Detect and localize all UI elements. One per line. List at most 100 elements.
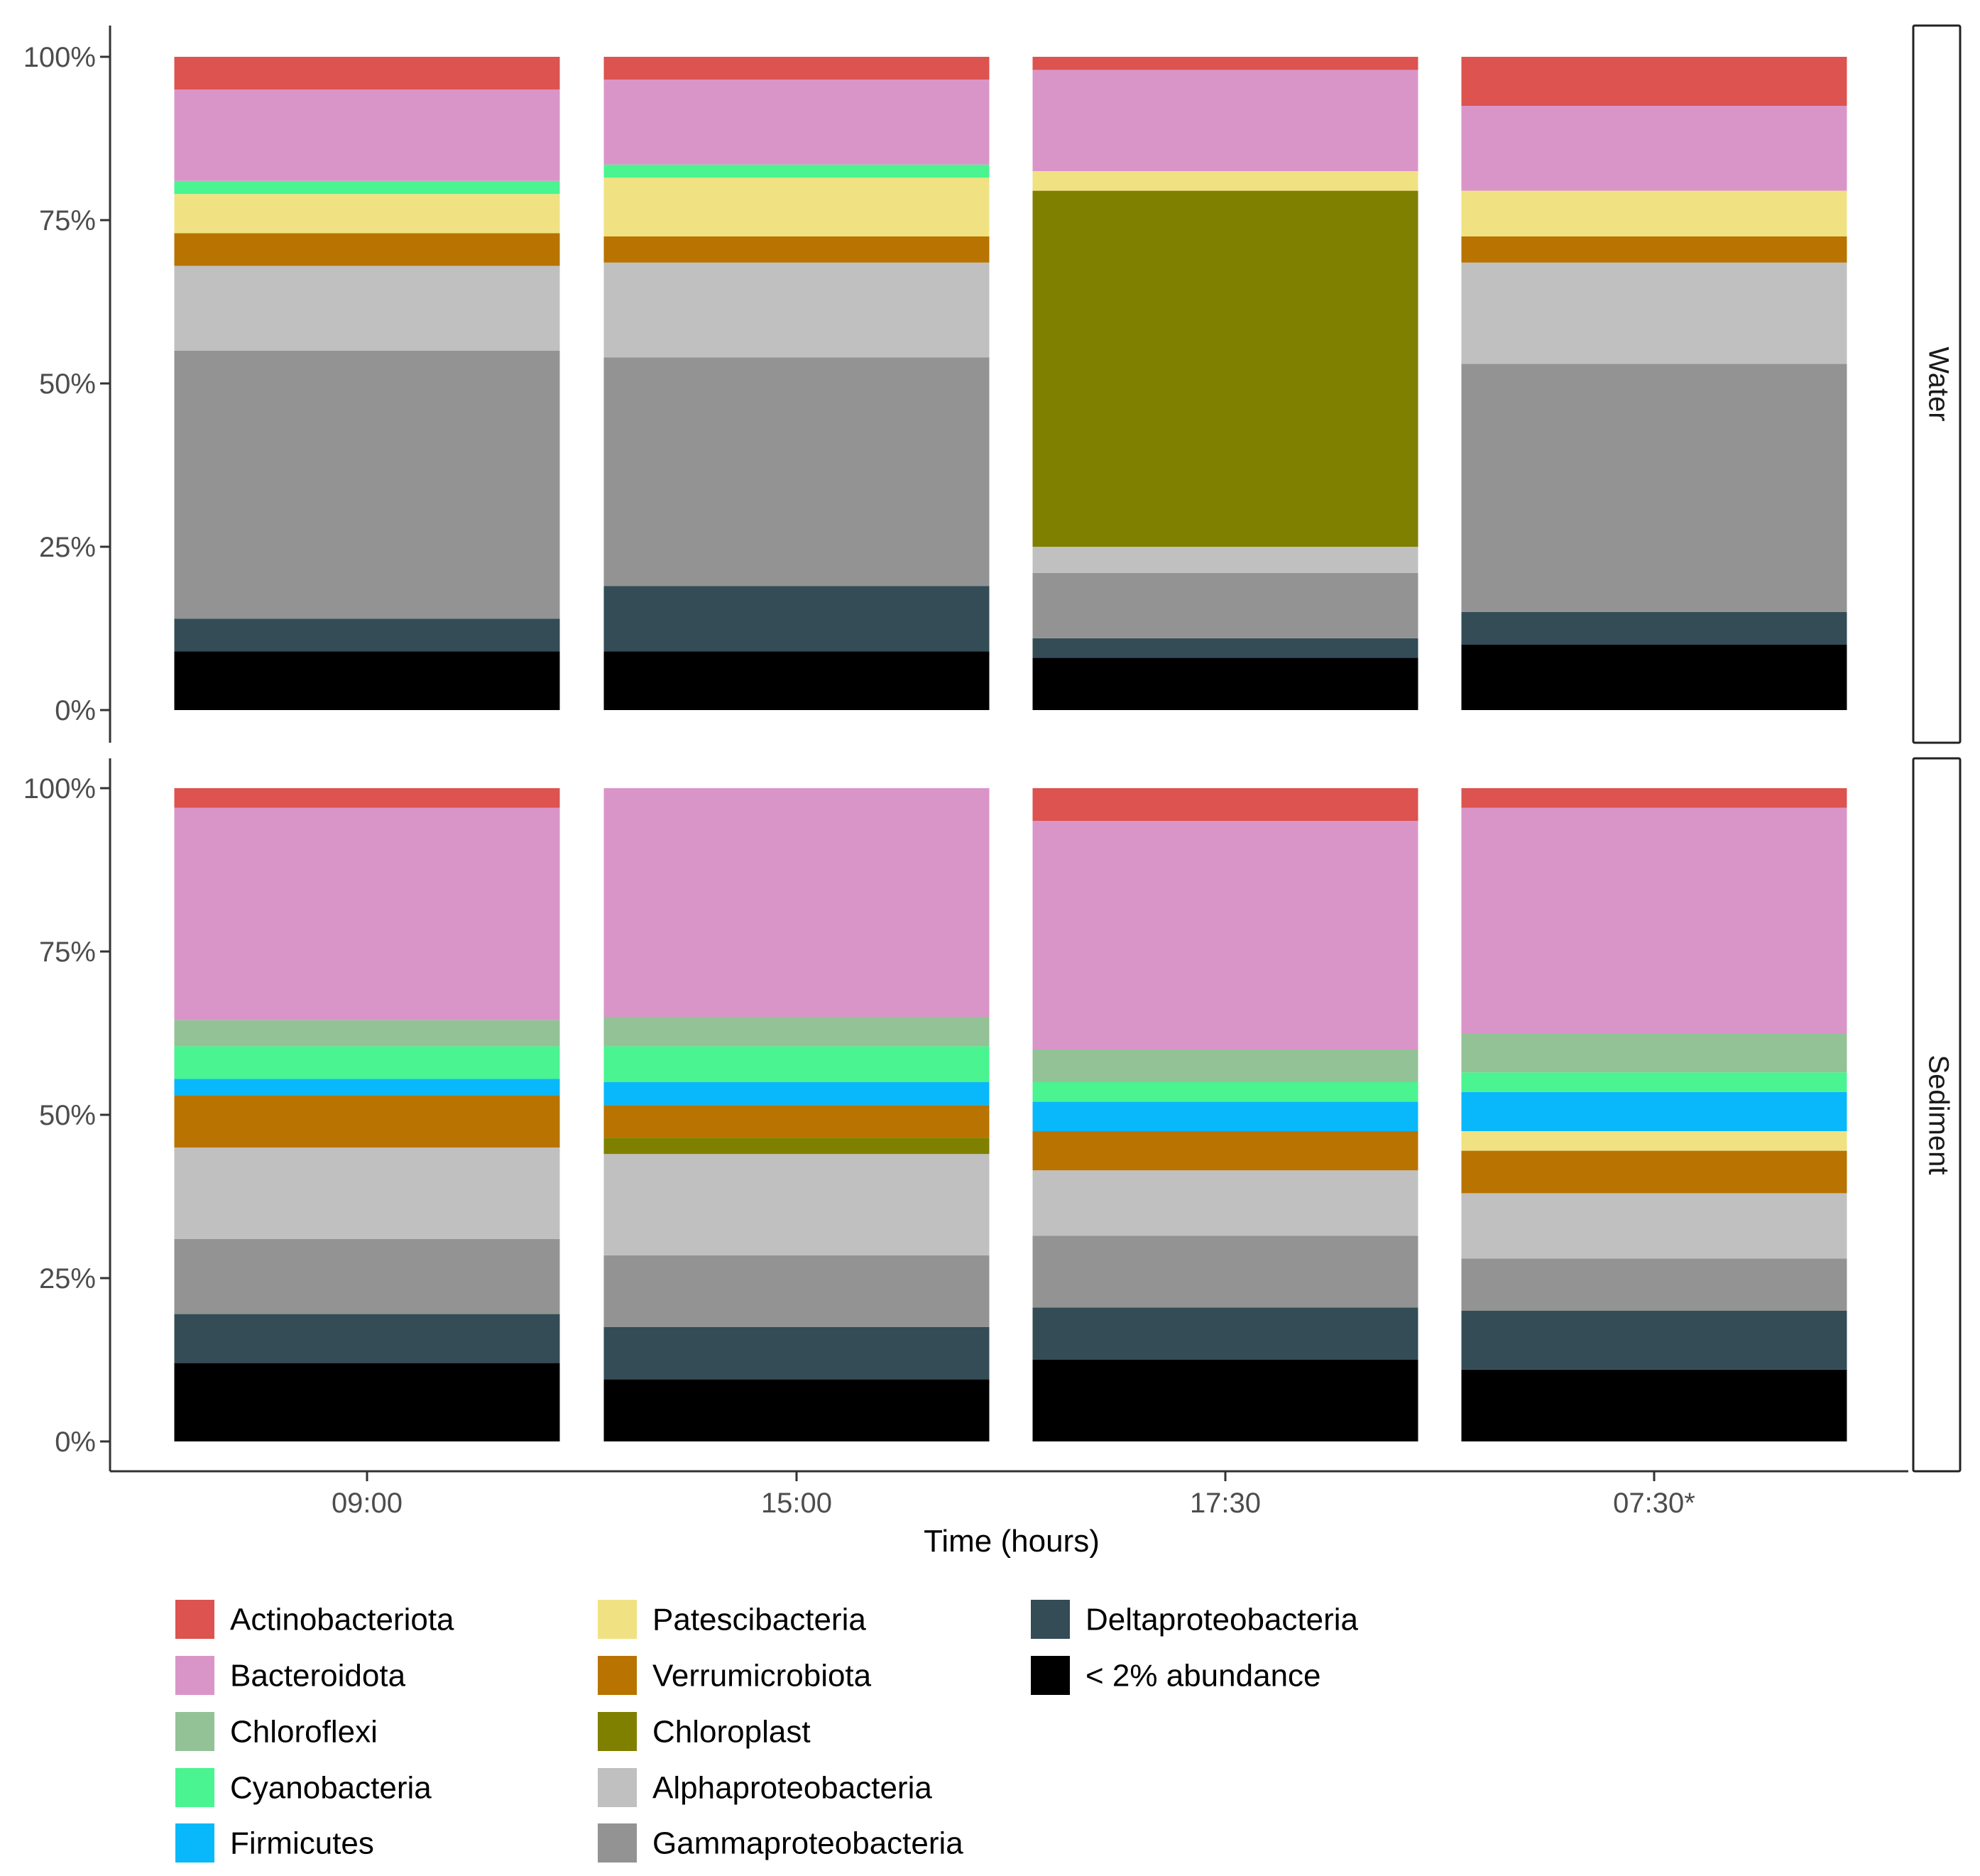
bar-segment-water-15-00-alphaproteobacteria [603,262,990,358]
legend-key-gammaproteobacteria [598,1823,637,1863]
bar-segment-sediment-15-00-gammaproteobacteria [603,1255,990,1327]
bar-segment-water-07-30-2-abundance [1461,645,1847,710]
bar-segment-water-15-00-deltaproteobacteria [603,586,990,652]
bar-segment-water-17-30-bacteroidota [1032,70,1418,172]
bar-segment-sediment-09-00-deltaproteobacteria [174,1314,560,1363]
bar-segment-water-17-30-2-abundance [1032,658,1418,710]
bar-segment-sediment-17-30-2-abundance [1032,1360,1418,1441]
legend-label-firmicutes: Firmicutes [230,1826,374,1861]
bar-segment-sediment-07-30-firmicutes [1461,1091,1847,1131]
x-tick-label-17-30: 17:30 [1190,1488,1261,1519]
bar-segment-sediment-15-00-bacteroidota [603,788,990,1017]
y-tick-label-water-75: 75% [39,205,96,236]
y-tick-label-sediment-100: 100% [23,773,96,805]
bar-segment-water-07-30-patescibacteria [1461,190,1847,236]
bar-segment-sediment-17-30-verrumicrobiota [1032,1131,1418,1171]
legend-label-2-abundance: < 2% abundance [1085,1659,1321,1694]
bar-segment-sediment-17-30-alphaproteobacteria [1032,1170,1418,1236]
y-tick-label-sediment-0: 0% [55,1427,96,1458]
bar-segment-sediment-07-30-gammaproteobacteria [1461,1258,1847,1311]
bar-segment-water-15-00-actinobacteriota [603,57,990,80]
bar-segment-water-07-30-bacteroidota [1461,106,1847,191]
bar-segment-sediment-07-30-chloroflexi [1461,1033,1847,1073]
bar-segment-sediment-07-30-2-abundance [1461,1369,1847,1441]
facet-strip-sediment [1912,757,1962,1473]
legend-label-gammaproteobacteria: Gammaproteobacteria [652,1826,963,1861]
bar-segment-sediment-09-00-verrumicrobiota [174,1095,560,1147]
legend-label-actinobacteriota: Actinobacteriota [230,1603,454,1637]
bar-segment-sediment-09-00-alphaproteobacteria [174,1147,560,1239]
bar-segment-sediment-15-00-2-abundance [603,1379,990,1441]
bar-segment-sediment-09-00-chloroflexi [174,1020,560,1047]
bar-segment-sediment-09-00-gammaproteobacteria [174,1238,560,1314]
legend-label-chloroplast: Chloroplast [652,1715,811,1750]
legend-key-alphaproteobacteria [598,1768,637,1807]
legend-key-chloroplast [598,1712,637,1751]
bar-segment-water-15-00-patescibacteria [603,178,990,236]
bar-segment-water-17-30-actinobacteriota [1032,57,1418,70]
bar-segment-water-09-00-bacteroidota [174,89,560,181]
bar-segment-sediment-07-30-actinobacteriota [1461,788,1847,808]
legend-label-verrumicrobiota: Verrumicrobiota [652,1659,872,1694]
bar-segment-sediment-17-30-firmicutes [1032,1101,1418,1131]
bar-segment-water-15-00-2-abundance [603,651,990,710]
bar-segment-water-09-00-2-abundance [174,651,560,710]
bar-segment-sediment-15-00-firmicutes [603,1082,990,1106]
legend-label-alphaproteobacteria: Alphaproteobacteria [652,1771,932,1806]
bar-segment-water-09-00-actinobacteriota [174,57,560,89]
bar-segment-water-15-00-cyanobacteria [603,164,990,178]
bar-segment-sediment-09-00-2-abundance [174,1363,560,1441]
y-tick-label-water-50: 50% [39,369,96,400]
facet-strip-label-sediment: Sediment [1922,1055,1954,1175]
facet-strip-water [1912,24,1962,744]
panel-water: 0% 25% 50% 75% 100% Water [23,24,1962,744]
y-tick-label-sediment-50: 50% [39,1100,96,1131]
legend-label-bacteroidota: Bacteroidota [230,1659,406,1694]
facet-strip-label-water: Water [1922,347,1954,421]
bar-segment-sediment-17-30-cyanobacteria [1032,1082,1418,1102]
legend-key-firmicutes [175,1823,214,1863]
y-tick-label-sediment-25: 25% [39,1263,96,1294]
legend-label-cyanobacteria: Cyanobacteria [230,1771,432,1806]
bar-segment-water-07-30-actinobacteriota [1461,57,1847,106]
bar-segment-sediment-09-00-cyanobacteria [174,1046,560,1079]
legend-label-chloroflexi: Chloroflexi [230,1715,378,1750]
legend-key-cyanobacteria [175,1768,214,1807]
bar-segment-sediment-07-30-patescibacteria [1461,1131,1847,1151]
legend-label-deltaproteobacteria: Deltaproteobacteria [1085,1603,1359,1637]
x-tick-label-07-30: 07:30* [1613,1488,1695,1519]
bar-segment-sediment-17-30-deltaproteobacteria [1032,1307,1418,1360]
bar-segment-water-17-30-alphaproteobacteria [1032,547,1418,573]
bar-segment-sediment-15-00-alphaproteobacteria [603,1154,990,1255]
bar-segment-sediment-07-30-verrumicrobiota [1461,1150,1847,1194]
bar-segment-sediment-07-30-cyanobacteria [1461,1072,1847,1092]
bar-segment-water-07-30-gammaproteobacteria [1461,364,1847,612]
bar-segment-water-09-00-deltaproteobacteria [174,618,560,652]
bar-segment-water-17-30-gammaproteobacteria [1032,572,1418,638]
legend-key-bacteroidota [175,1656,214,1695]
bar-segment-water-09-00-verrumicrobiota [174,233,560,266]
bar-segment-sediment-09-00-firmicutes [174,1079,560,1096]
bar-segment-sediment-17-30-gammaproteobacteria [1032,1236,1418,1308]
x-tick-label-09-00: 09:00 [332,1488,403,1519]
bar-segment-sediment-17-30-actinobacteriota [1032,788,1418,821]
panels-layer: 0% 25% 50% 75% 100% Water 0% 25% 50% 75% 100% Sedim… [23,24,1962,1473]
bar-segment-water-17-30-patescibacteria [1032,171,1418,191]
x-axis: 09:00 15:00 17:30 07:30* [110,1470,1908,1519]
bar-segment-water-09-00-cyanobacteria [174,180,560,195]
bar-segment-water-15-00-verrumicrobiota [603,236,990,263]
bar-segment-sediment-17-30-bacteroidota [1032,821,1418,1049]
y-tick-label-water-25: 25% [39,532,96,563]
bar-segment-water-07-30-alphaproteobacteria [1461,262,1847,364]
bar-segment-sediment-07-30-alphaproteobacteria [1461,1193,1847,1259]
legend-key-2-abundance [1031,1656,1070,1695]
y-tick-label-water-0: 0% [55,695,96,726]
bar-segment-water-09-00-alphaproteobacteria [174,266,560,351]
bar-segment-water-15-00-bacteroidota [603,80,990,165]
legend: Actinobacteriota Bacteroidota Chloroflexi C… [175,1600,1359,1863]
bar-segment-water-09-00-gammaproteobacteria [174,351,560,619]
bar-segment-sediment-09-00-actinobacteriota [174,788,560,808]
bar-segment-sediment-07-30-bacteroidota [1461,807,1847,1033]
bar-segment-water-09-00-patescibacteria [174,194,560,234]
bar-segment-sediment-17-30-chloroflexi [1032,1049,1418,1082]
